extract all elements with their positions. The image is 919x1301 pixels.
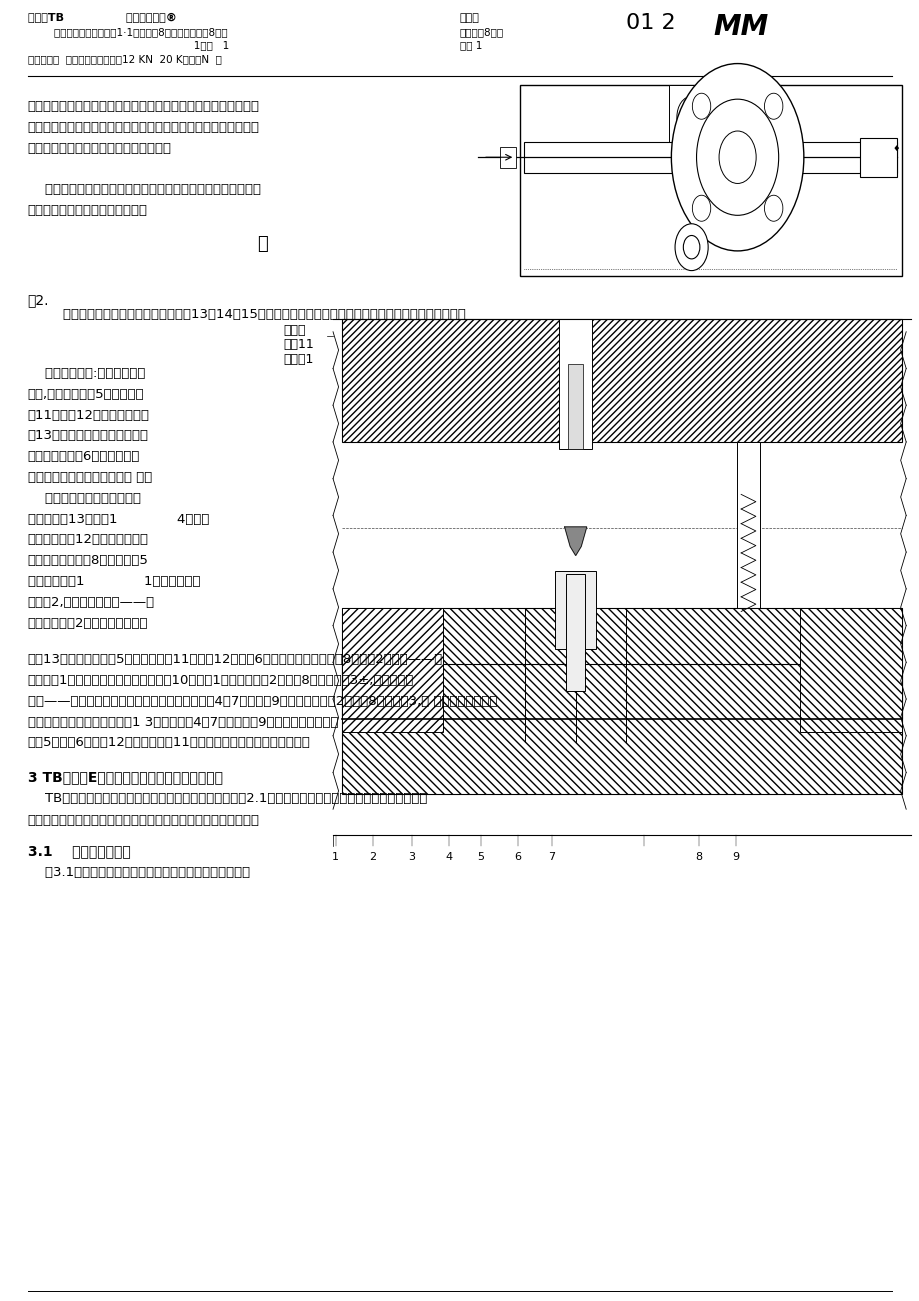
Text: 图本即: 图本即 <box>460 13 480 23</box>
Text: 流道推板的动作速度、换向时间与顶出力的大小山电脑控制，通过: 流道推板的动作速度、换向时间与顶出力的大小山电脑控制，通过 <box>28 100 259 113</box>
Text: 9: 9 <box>732 852 739 863</box>
Bar <box>342 608 443 732</box>
Text: 束）——制品、流道顶出（注塑机顶出杆带动推杆4、7、复位杆9等前进，将制品2和流道8顶出镶件3,取 走或自动落下）一: 束）——制品、流道顶出（注塑机顶出杆带动推杆4、7、复位杆9等前进，将制品2和流… <box>28 695 496 708</box>
Text: 4: 4 <box>445 852 452 863</box>
Text: 流道推板的顶出力山图1·1推板油缸8所定，推板油缸8的缸: 流道推板的顶出力山图1·1推板油缸8所定，推板油缸8的缸 <box>28 27 227 38</box>
Text: 口切断（制品2固化成型后，流道: 口切断（制品2固化成型后，流道 <box>28 617 148 630</box>
Bar <box>524 142 896 173</box>
Bar <box>342 608 901 718</box>
Bar <box>559 319 592 449</box>
Bar <box>342 664 901 794</box>
Text: 块11、推杆12、注塑机流道推: 块11、推杆12、注塑机流道推 <box>28 409 150 422</box>
Text: 图2.: 图2. <box>28 293 49 307</box>
Text: 作用下使推杆12位于图示位置，: 作用下使推杆12位于图示位置， <box>28 533 149 546</box>
Text: MM: MM <box>712 13 767 42</box>
Text: 3 TB注塑机E侧浇口自动切断注射模零部件设计: 3 TB注塑机E侧浇口自动切断注射模零部件设计 <box>28 770 222 785</box>
Text: 开模之洵完成流道与制品的分 离。: 开模之洵完成流道与制品的分 离。 <box>28 471 152 484</box>
Circle shape <box>692 94 710 120</box>
Text: 5: 5 <box>477 852 484 863</box>
Circle shape <box>683 235 699 259</box>
Text: 同模具的手动、半自动、全自动等需要。: 同模具的手动、半自动、全自动等需要。 <box>28 142 172 155</box>
Text: 纹口多凯仙  县十宿山十公叫动斗12 KN  20 K口自动N  ，: 纹口多凯仙 县十宿山十公叫动斗12 KN 20 K口自动N ， <box>28 55 221 65</box>
Circle shape <box>676 96 706 138</box>
Text: 切刀复: 切刀复 <box>283 324 305 337</box>
Text: 增加零TB                侧浇口自动切®: 增加零TB 侧浇口自动切® <box>28 13 176 23</box>
Text: 1常浇   1: 1常浇 1 <box>28 40 229 51</box>
Circle shape <box>692 195 710 221</box>
Text: 、推杆1: 、推杆1 <box>283 353 313 366</box>
Text: 一组推板按键，使流道推板在所需的时间进或退，以适用于各种不: 一组推板按键，使流道推板在所需的时间进或退，以适用于各种不 <box>28 121 259 134</box>
Text: 入型腔2,直至填充结束）——浇: 入型腔2,直至填充结束）——浇 <box>28 596 154 609</box>
Polygon shape <box>564 527 586 556</box>
Text: 其注塑过程为：注射（注塑: 其注塑过程为：注射（注塑 <box>28 492 141 505</box>
Text: 推板13后退，浇口切刀5、切刀复位块11、推杆12在弹簧6的作用下前进，将流道8与制品2分离）——开: 推板13后退，浇口切刀5、切刀复位块11、推杆12在弹簧6的作用下前进，将流道8… <box>28 653 442 666</box>
Text: 其设计理论为:在制品注塑冷: 其设计理论为:在制品注塑冷 <box>28 367 145 380</box>
Circle shape <box>683 105 699 129</box>
Bar <box>499 147 516 168</box>
Text: 注射模简图（图中省略了紧固件，件13、14、15为注塑机零部件）。其基本结构完全同普通侧浇口注射模，: 注射模简图（图中省略了紧固件，件13、14、15为注塑机零部件）。其基本结构完全… <box>46 308 465 321</box>
Circle shape <box>719 131 755 183</box>
Bar <box>859 138 896 177</box>
Text: 7: 7 <box>548 852 555 863</box>
Text: 个空间，在弹簧6的作用下，在: 个空间，在弹簧6的作用下，在 <box>28 450 140 463</box>
Text: 以上各技术参数已在各生产厂家注塑机的《使用说明书》中详: 以上各技术参数已在各生产厂家注塑机的《使用说明书》中详 <box>28 183 260 196</box>
Bar <box>737 442 760 624</box>
Text: 却后,利用浇口切刀5、切刀复位: 却后,利用浇口切刀5、切刀复位 <box>28 388 144 401</box>
Text: 板13的进退，给出流道与浇口一: 板13的进退，给出流道与浇口一 <box>28 429 149 442</box>
Text: 位块11: 位块11 <box>283 338 313 351</box>
Bar <box>800 608 901 732</box>
Circle shape <box>675 224 708 271</box>
Bar <box>342 319 901 442</box>
Text: ♦: ♦ <box>891 144 899 154</box>
Circle shape <box>671 64 803 251</box>
Text: 01 2: 01 2 <box>625 13 682 33</box>
Text: 3: 3 <box>408 852 415 863</box>
Circle shape <box>764 94 782 120</box>
Circle shape <box>696 99 777 215</box>
Circle shape <box>764 195 782 221</box>
Text: 与切刀复位块1              1之间的浇口进: 与切刀复位块1 1之间的浇口进 <box>28 575 200 588</box>
Text: 图3.1所示为浇口切刀、切刀复位块等的组合案例之一。: 图3.1所示为浇口切刀、切刀复位块等的组合案例之一。 <box>28 866 249 879</box>
Text: 融溶塑料通过流道8、浇口切刀5: 融溶塑料通过流道8、浇口切刀5 <box>28 554 148 567</box>
Text: 题: 题 <box>256 235 267 254</box>
Text: TB注塑机上使用的动模切刀侧浇口自动切断注射模（图2.1），其基本结构完全同普通侧浇口注射模，故: TB注塑机上使用的动模切刀侧浇口自动切断注射模（图2.1），其基本结构完全同普通… <box>28 792 426 805</box>
Text: 不再赘述，仅将独有的浇口自动切断部位零部件的设计进行论述。: 不再赘述，仅将独有的浇口自动切断部位零部件的设计进行论述。 <box>28 814 259 827</box>
Bar <box>566 574 584 691</box>
Bar <box>519 85 901 276</box>
Text: 1: 1 <box>332 852 339 863</box>
Text: 8: 8 <box>695 852 702 863</box>
Text: 机流道推板13在油缸1              4的压力: 机流道推板13在油缸1 4的压力 <box>28 513 209 526</box>
Text: 常浇 1: 常浇 1 <box>460 40 482 51</box>
Text: 模（动模1等随注塑机动板后退，使静模10与动模1等分离，制品2与流道8滞留在镶件3±,直至开模结: 模（动模1等随注塑机动板后退，使静模10与动模1等分离，制品2与流道8滞留在镶件… <box>28 674 414 687</box>
Bar <box>555 571 596 649</box>
Text: 切刀5、弹簧6在推杆12、切刀复位块11的作用下复位；直至合模结束）。: 切刀5、弹簧6在推杆12、切刀复位块11的作用下复位；直至合模结束）。 <box>28 736 310 749</box>
Text: 6: 6 <box>514 852 521 863</box>
Bar <box>568 364 583 449</box>
Text: 推板油缸8的缸: 推板油缸8的缸 <box>460 27 504 38</box>
Text: 模（注塑机顶出杆与流道推杆1 3复位，推杆4、7等在复位杆9的作用下复位；浇口: 模（注塑机顶出杆与流道推杆1 3复位，推杆4、7等在复位杆9的作用下复位；浇口 <box>28 716 338 729</box>
Text: 2: 2 <box>369 852 376 863</box>
Text: 3.1    浇口切刀的设计: 3.1 浇口切刀的设计 <box>28 844 130 859</box>
Bar <box>668 85 714 150</box>
Text: 细列出，并随机一起提供给用户。: 细列出，并随机一起提供给用户。 <box>28 204 147 217</box>
